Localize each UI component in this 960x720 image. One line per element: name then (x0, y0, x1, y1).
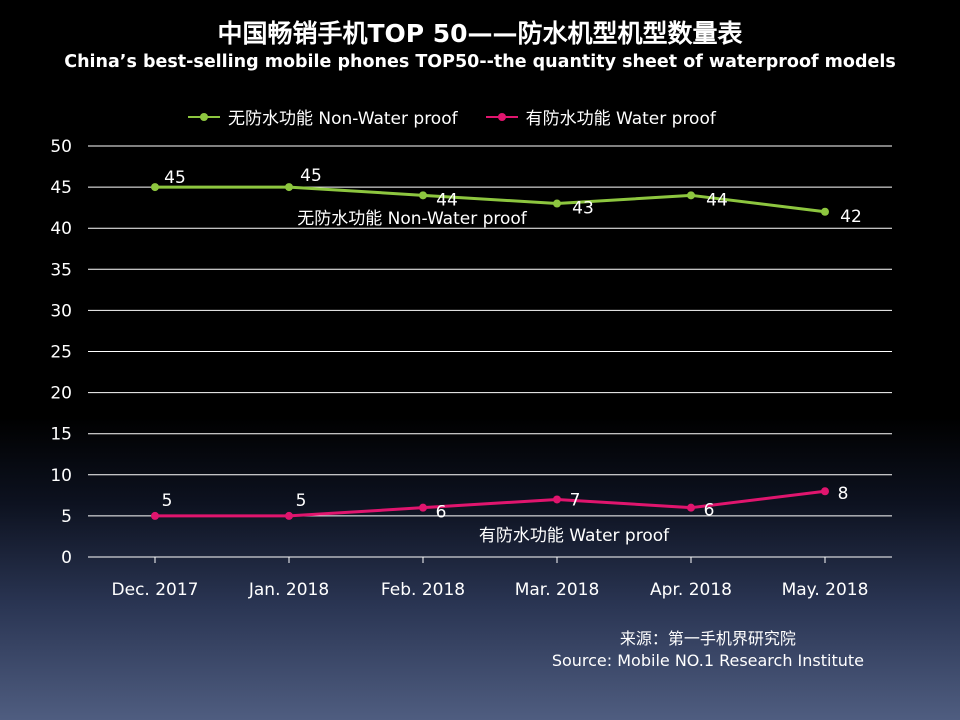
data-label: 42 (840, 207, 862, 227)
legend-marker-water-proof (485, 110, 518, 124)
x-tick-label: Dec. 2017 (112, 580, 199, 600)
data-label: 45 (300, 166, 322, 186)
legend-item-water-proof: 有防水功能 Water proof (485, 104, 716, 129)
legend-label-water-proof: 有防水功能 Water proof (525, 109, 716, 129)
data-point (419, 503, 427, 512)
source-line-en: Source: Mobile NO.1 Research Institute (551, 651, 864, 670)
data-label: 6 (436, 503, 447, 523)
legend-item-non-water-proof: 无防水功能 Non-Water proof (188, 104, 458, 129)
y-tick-label: 10 (50, 466, 72, 486)
data-label: 8 (838, 484, 849, 504)
data-label: 6 (704, 501, 715, 521)
x-tick-label: Mar. 2018 (515, 580, 600, 600)
y-tick-label: 45 (50, 178, 72, 198)
legend: 无防水功能 Non-Water proof 有防水功能 Water proof (188, 104, 716, 129)
y-tick-label: 25 (50, 343, 72, 363)
data-label: 5 (162, 491, 173, 511)
x-tick-label: Feb. 2018 (381, 580, 465, 600)
data-point (285, 511, 293, 520)
y-tick-label: 30 (50, 301, 72, 321)
legend-marker-non-water-proof (188, 110, 220, 124)
y-tick-label: 0 (61, 548, 72, 568)
series-inline-label-water-proof: 有防水功能 Water proof (479, 526, 670, 546)
y-tick-label: 20 (50, 384, 72, 404)
source-note: 来源：第一手机界研究院 Source: Mobile NO.1 Research… (552, 628, 864, 672)
data-point (151, 183, 159, 192)
data-label: 5 (296, 491, 307, 511)
y-tick-label: 40 (50, 219, 72, 239)
data-point (151, 511, 159, 520)
series-inline-label-non-water-proof: 无防水功能 Non-Water proof (297, 209, 528, 229)
y-tick-label: 15 (50, 425, 72, 445)
x-tick-label: Jan. 2018 (248, 580, 329, 600)
data-point (821, 207, 829, 216)
legend-label-non-water-proof: 无防水功能 Non-Water proof (228, 109, 458, 129)
series-line-non-water-proof (155, 185, 826, 214)
source-line-cn: 来源：第一手机界研究院 (619, 629, 796, 648)
data-label: 45 (164, 168, 186, 188)
data-point (553, 495, 561, 504)
chart-subtitle: China’s best-selling mobile phones TOP50… (64, 52, 896, 72)
y-tick-label: 35 (50, 260, 72, 280)
y-tick-label: 50 (50, 137, 72, 157)
data-point (285, 183, 293, 192)
data-label: 44 (436, 190, 458, 210)
data-label: 44 (706, 190, 728, 210)
series-line-water-proof (155, 489, 826, 518)
data-point (419, 191, 427, 200)
data-point (687, 191, 695, 200)
x-tick-label: Apr. 2018 (650, 580, 732, 600)
chart-title: 中国畅销手机TOP 50——防水机型机型数量表 (217, 19, 743, 48)
data-label: 43 (572, 199, 594, 219)
x-tick-label: May. 2018 (782, 580, 869, 600)
data-point (687, 503, 695, 512)
data-point (553, 199, 561, 208)
y-tick-label: 5 (61, 507, 72, 527)
data-point (821, 487, 829, 496)
data-label: 7 (570, 490, 581, 510)
